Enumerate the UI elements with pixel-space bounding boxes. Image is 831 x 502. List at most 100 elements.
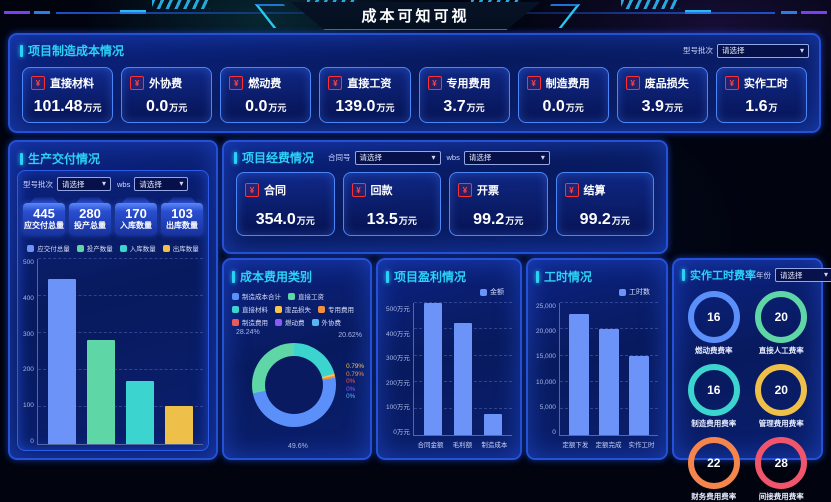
select-value: 请选择 xyxy=(468,153,492,162)
plot-area xyxy=(36,258,203,445)
panel-hour-rates: 实作工时费率 年份 请选择 ▾ 16 燃动费费率 20 直接人工费率 16 制造费用费率 2… xyxy=(672,258,831,501)
y-tick-label: 400万元 xyxy=(386,330,410,338)
kpi-value: 0.0万元 xyxy=(527,98,600,116)
chevron-down-icon: ▾ xyxy=(179,179,184,188)
legend-chip xyxy=(288,292,295,300)
bars-group xyxy=(414,303,512,435)
legend-chip xyxy=(275,318,282,326)
kpi-number: 139.0 xyxy=(335,98,376,115)
stat-value: 445 xyxy=(33,206,55,221)
title-accent-bar xyxy=(386,270,389,283)
kpi-card-head: ¥ 开票 xyxy=(458,182,539,198)
kpi-label: 废品损失 xyxy=(644,78,689,90)
kpi-number: 0.0 xyxy=(146,98,169,115)
title-accent-bar xyxy=(20,152,23,165)
filter: 型号批次 请选择 ▾ xyxy=(23,177,111,191)
legend-chip xyxy=(318,305,325,313)
kpi-value: 139.0万元 xyxy=(328,98,401,116)
x-tick-label: 合同金额 xyxy=(417,442,444,449)
kpi-card-head: ¥ 回款 xyxy=(351,182,433,198)
profit-legend: 金额 xyxy=(386,287,504,297)
filter-select[interactable]: 请选择 ▾ xyxy=(463,150,550,165)
kpi-value: 99.2万元 xyxy=(458,211,539,229)
bar xyxy=(86,340,115,444)
rate-value: 22 xyxy=(707,456,721,470)
profit-bar-chart: 500万元 400万元 300万元 200万元 100万元 0万元 合同金额 毛利额 制造成本 xyxy=(386,302,512,452)
rate-ring: 16 xyxy=(687,291,740,343)
x-tick-label: 实作工时 xyxy=(628,442,655,449)
y-tick-label: 0 xyxy=(552,428,556,436)
category-legend: 制造成本合计 直接工资 直接材料 废品损失 专用费用 制造费用 燃动费 外协费 xyxy=(230,291,364,327)
yen-icon: ¥ xyxy=(526,76,541,90)
legend-item: 废品损失 xyxy=(275,304,311,314)
delivery-inner-panel: 型号批次 请选择 ▾ wbs 请选择 ▾ 445 应交付总量 280 投产总量 170 入库数量 10… xyxy=(17,170,209,451)
stat-box: 103 出库数量 xyxy=(161,203,203,235)
plot-column xyxy=(36,258,203,445)
legend-chip xyxy=(619,288,626,296)
kpi-number: 13.5 xyxy=(366,211,398,228)
legend-chip xyxy=(311,318,319,326)
legend-chip xyxy=(27,244,35,252)
legend-item: 入库数量 xyxy=(119,243,156,253)
section-title-rates: 实作工时费率 xyxy=(682,267,756,283)
kpi-label: 回款 xyxy=(370,185,393,197)
rate-ring: 20 xyxy=(755,364,808,416)
kpi-label: 实作工时 xyxy=(743,78,788,90)
yen-icon: ¥ xyxy=(229,76,244,90)
section-title-delivery: 生产交付情况 xyxy=(20,150,100,167)
rate-ring-cell: 20 直接人工费率 xyxy=(748,291,816,356)
yen-icon: ¥ xyxy=(427,76,442,90)
filter-select[interactable]: 请选择 ▾ xyxy=(134,177,189,191)
filter: wbs 请选择 ▾ xyxy=(447,150,550,165)
y-tick-label: 25,000 xyxy=(536,303,556,310)
chevron-down-icon: ▾ xyxy=(431,152,436,162)
x-axis: 定额下发 定额完成 实作工时 xyxy=(559,436,658,452)
filter-select[interactable]: 请选择 ▾ xyxy=(57,177,111,191)
x-tick-label: 制造成本 xyxy=(481,442,508,449)
bar xyxy=(483,413,502,435)
kpi-value: 0.0万元 xyxy=(130,98,203,116)
yen-icon: ¥ xyxy=(625,76,640,90)
legend-label: 应交付总量 xyxy=(37,246,70,253)
delivery-bar-chart: 500 400 300 200 100 0 xyxy=(23,258,203,445)
section-title-manufacturing: 项目制造成本情况 xyxy=(20,42,124,59)
bar xyxy=(598,329,619,435)
panel-cost-category: 成本费用类别 制造成本合计 直接工资 直接材料 废品损失 专用费用 制造费用 燃动费 外协费 … xyxy=(222,258,372,460)
kpi-card: ¥ 实作工时 1.6万 xyxy=(715,67,807,123)
year-select[interactable]: 请选择 ▾ xyxy=(775,268,831,282)
kpi-card: ¥ 专用费用 3.7万元 xyxy=(418,67,510,123)
kpi-label: 直接材料 xyxy=(50,78,94,90)
legend-item: 工时数 xyxy=(619,287,650,297)
legend-item: 直接材料 xyxy=(232,304,268,314)
yen-icon: ¥ xyxy=(351,183,366,197)
kpi-number: 354.0 xyxy=(255,211,296,228)
filter-select[interactable]: 请选择 ▾ xyxy=(354,150,441,165)
model-batch-select[interactable]: 请选择 ▾ xyxy=(717,43,809,58)
filter-label: 型号批次 xyxy=(683,46,713,55)
kpi-unit: 万元 xyxy=(466,103,485,113)
legend-item: 燃动费 xyxy=(275,317,305,327)
kpi-value: 13.5万元 xyxy=(352,211,433,229)
delivery-stats-row: 445 应交付总量 280 投产总量 170 入库数量 103 出库数量 xyxy=(23,203,203,235)
legend-label: 金额 xyxy=(490,289,504,296)
rate-ring-cell: 22 财务费用费率 xyxy=(680,437,748,502)
section-title-hours: 工时情况 xyxy=(536,268,592,285)
rate-ring-cell: 20 管理费用费率 xyxy=(748,364,816,429)
kpi-label: 外协费 xyxy=(149,78,183,90)
section-title-text: 项目制造成本情况 xyxy=(28,44,125,58)
stat-box: 170 入库数量 xyxy=(115,203,157,235)
donut-chart xyxy=(252,343,336,427)
y-tick-label: 100 xyxy=(23,402,34,410)
kpi-card-head: ¥ 实作工时 xyxy=(724,75,798,91)
kpi-unit: 万元 xyxy=(664,103,683,113)
legend-item: 制造费用 xyxy=(232,317,268,327)
y-tick-label: 5,000 xyxy=(539,403,556,411)
legend-label: 入库数量 xyxy=(129,246,156,253)
legend-item: 外协费 xyxy=(311,317,341,327)
section-title-text: 工时情况 xyxy=(544,270,593,284)
filter-label: 型号批次 xyxy=(23,179,53,189)
kpi-card-head: ¥ 制造费用 xyxy=(526,75,600,91)
title-accent-bar xyxy=(682,269,685,281)
bar xyxy=(453,322,472,435)
section-title-text: 实作工时费率 xyxy=(690,270,756,282)
